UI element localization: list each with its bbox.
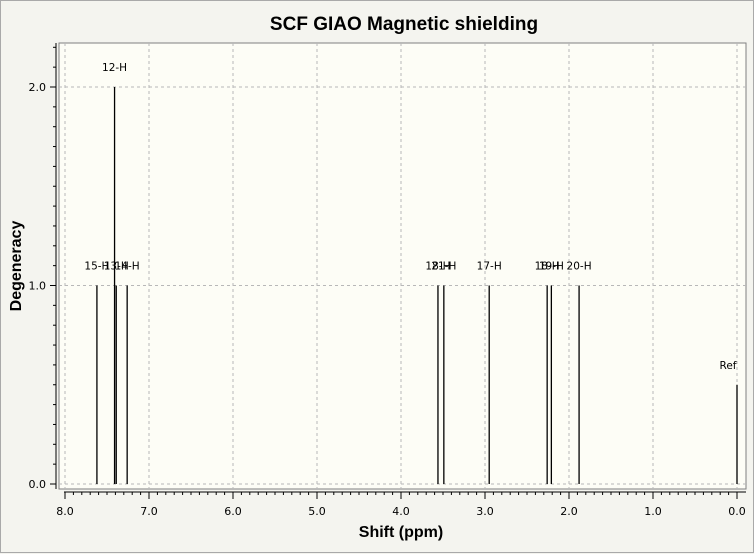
x-tick-label: 8.0 xyxy=(56,505,74,518)
plot-area xyxy=(58,42,747,490)
x-tick-label: 0.0 xyxy=(728,505,746,518)
chart-title: SCF GIAO Magnetic shielding xyxy=(270,14,538,35)
peak-label: 21-H xyxy=(431,261,456,273)
peak-label: 17-H xyxy=(477,261,502,273)
x-tick-label: 7.0 xyxy=(140,505,158,518)
peak-label: 18-H xyxy=(535,261,560,273)
x-tick-label: 2.0 xyxy=(560,505,578,518)
peak-label: 13-H xyxy=(104,261,129,273)
y-axis-ticks: 0.0 1.0 2.0 xyxy=(29,46,56,491)
peak-label: 19-H xyxy=(539,261,564,273)
peak-label: 15-H xyxy=(84,261,109,273)
peak-label: Ref xyxy=(720,360,737,372)
peak-label: 20-H xyxy=(567,261,592,273)
y-tick-label: 0.0 xyxy=(29,478,47,491)
x-tick-label: 4.0 xyxy=(392,505,410,518)
y-tick-label: 1.0 xyxy=(29,280,47,293)
peak-label: 18-H xyxy=(425,261,450,273)
grid-lines xyxy=(59,43,746,489)
x-tick-label: 3.0 xyxy=(476,505,494,518)
x-tick-label: 5.0 xyxy=(308,505,326,518)
x-tick-label: 1.0 xyxy=(644,505,662,518)
peak-label: 12-H xyxy=(102,62,127,74)
peaks: 15-H12-H13-H14-H 18-H21-H 17-H 18-H19-H 20-H… xyxy=(84,62,738,484)
x-axis-label: Shift (ppm) xyxy=(359,524,443,541)
x-axis-ticks: 8.0 7.0 6.0 5.0 4.0 3.0 2.0 1.0 0.0 xyxy=(56,492,746,518)
y-axis-label: Degeneracy xyxy=(8,221,25,312)
y-tick-label: 2.0 xyxy=(29,81,47,94)
peak-label: 14-H xyxy=(115,261,140,273)
x-tick-label: 6.0 xyxy=(224,505,242,518)
